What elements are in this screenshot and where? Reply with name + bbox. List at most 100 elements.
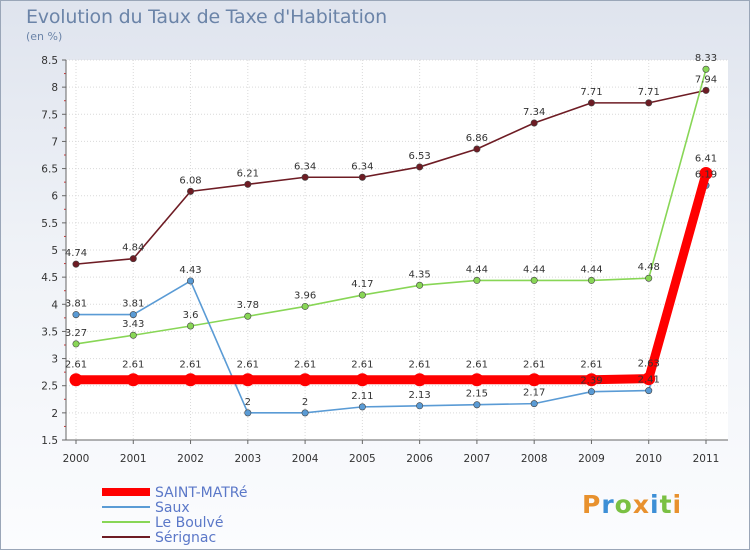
data-point: [129, 331, 137, 339]
data-point: [587, 99, 595, 107]
y-tick-label: 7: [51, 136, 58, 148]
data-label: 2.13: [409, 390, 431, 401]
data-point: [72, 260, 80, 268]
data-label: 3.78: [237, 300, 259, 311]
logo-letter: r: [601, 490, 615, 519]
data-point: [470, 373, 484, 387]
logo-letter: i: [650, 490, 660, 519]
y-tick-label: 3.5: [41, 326, 58, 338]
x-tick-label: 2006: [406, 453, 433, 465]
x-tick-label: 2007: [464, 453, 491, 465]
data-label: 3.43: [122, 319, 144, 330]
data-label: 2.61: [179, 360, 201, 371]
data-label: 6.08: [179, 175, 201, 186]
data-label: 6.34: [294, 161, 316, 172]
data-label: 3.6: [183, 310, 199, 321]
data-label: 2.61: [580, 360, 602, 371]
data-label: 4.48: [638, 262, 660, 273]
y-tick-label: 7.5: [41, 109, 58, 121]
series-line-1: [75, 68, 707, 345]
data-label: 2.61: [409, 360, 431, 371]
y-tick-label: 3: [51, 354, 58, 366]
data-label: 2.61: [65, 360, 87, 371]
data-point: [129, 311, 137, 319]
chart-title: Evolution du Taux de Taxe d'Habitation: [26, 6, 387, 28]
series-layer: [69, 65, 713, 417]
legend-label: Saux: [155, 500, 190, 516]
y-tick-label: 5: [51, 245, 58, 257]
data-label: 2.61: [122, 360, 144, 371]
data-label: 2.39: [580, 376, 602, 387]
data-label: 8.33: [695, 53, 717, 64]
series-line-3: [71, 168, 711, 385]
legend-label: Sérignac: [155, 530, 216, 546]
data-label: 3.81: [122, 299, 144, 310]
data-point: [473, 145, 481, 153]
data-label: 2.61: [294, 360, 316, 371]
data-point: [187, 322, 195, 330]
data-label: 4.84: [122, 243, 144, 254]
data-label: 6.86: [466, 133, 488, 144]
data-point: [301, 302, 309, 310]
y-tick-label: 4: [51, 299, 58, 311]
data-point: [244, 409, 252, 417]
x-tick-label: 2005: [349, 453, 376, 465]
series-line-2: [75, 184, 707, 414]
y-tick-label: 6.5: [41, 164, 58, 176]
data-point: [587, 276, 595, 284]
proxiti-logo: Proxiti: [582, 490, 682, 519]
data-label: 4.74: [65, 248, 87, 259]
data-point: [129, 255, 137, 263]
x-tick-label: 2000: [63, 453, 90, 465]
legend-label: Le Boulvé: [155, 515, 223, 531]
data-label: 4.17: [351, 279, 373, 290]
data-label: 2.63: [638, 359, 660, 370]
data-point: [184, 373, 198, 387]
x-tick-label: 2010: [635, 453, 662, 465]
data-label: 3.96: [294, 290, 316, 301]
data-point: [244, 312, 252, 320]
data-label: 4.43: [179, 265, 201, 276]
data-point: [416, 402, 424, 410]
legend-label: SAINT-MATRé: [155, 485, 247, 501]
data-point: [298, 373, 312, 387]
data-label: 7.71: [580, 87, 602, 98]
x-tick-label: 2003: [234, 453, 261, 465]
data-point: [584, 373, 598, 387]
data-label: 7.34: [523, 107, 545, 118]
data-point: [473, 401, 481, 409]
data-label: 6.53: [409, 151, 431, 162]
data-label: 4.44: [523, 264, 545, 275]
logo-letter: o: [614, 490, 633, 519]
data-point: [642, 372, 656, 386]
logo-letter: t: [659, 490, 673, 519]
data-label: 2.61: [466, 360, 488, 371]
data-label: 2: [302, 397, 308, 408]
data-label: 2.61: [523, 360, 545, 371]
data-point: [358, 291, 366, 299]
x-tick-label: 2009: [578, 453, 605, 465]
data-label: 2.61: [351, 360, 373, 371]
data-point: [413, 373, 427, 387]
data-point: [358, 173, 366, 181]
data-point: [72, 340, 80, 348]
data-label-layer: 4.74 4.84 6.08 6.21 6.34 6.34 6.53 6.86 7.34 7.71…: [65, 53, 717, 408]
data-point: [473, 276, 481, 284]
data-point: [69, 373, 83, 387]
data-label: 2.61: [237, 360, 259, 371]
data-label: 2.11: [351, 391, 373, 402]
y-tick-label: 4.5: [41, 272, 58, 284]
logo-letter: i: [672, 490, 683, 519]
y-tick-label: 2.5: [41, 381, 58, 393]
data-label: 4.35: [409, 269, 431, 280]
x-tick-label: 2011: [693, 453, 720, 465]
x-tick-label: 2001: [120, 453, 147, 465]
data-label: 2.17: [523, 388, 545, 399]
data-point: [187, 187, 195, 195]
data-label: 6.19: [695, 169, 717, 180]
data-label: 7.94: [695, 74, 717, 85]
data-point: [645, 274, 653, 282]
data-label: 2: [245, 397, 251, 408]
data-point: [587, 388, 595, 396]
